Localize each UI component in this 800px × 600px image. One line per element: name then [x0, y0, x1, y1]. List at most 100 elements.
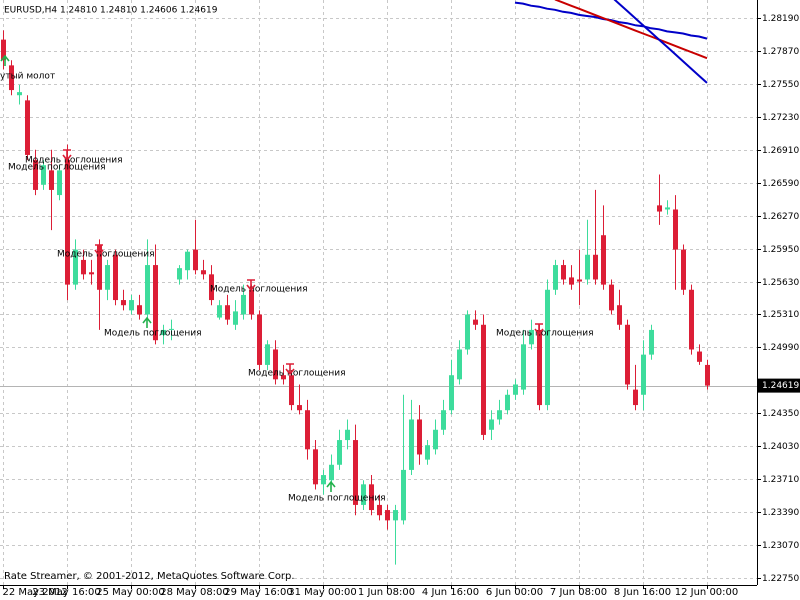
x-tick-label: 4 Jun 16:00	[422, 587, 479, 598]
candle-body	[649, 329, 654, 355]
candle-body	[169, 328, 174, 330]
candle-body	[97, 244, 102, 290]
candle-body	[41, 165, 46, 185]
candle-body	[569, 277, 574, 285]
last-price-label: 1.24619	[762, 381, 799, 391]
candle-body	[89, 272, 94, 275]
buy-arrow	[326, 480, 336, 492]
buy-arrow	[142, 316, 152, 328]
candle-body	[185, 251, 190, 271]
candle-body	[457, 349, 462, 380]
y-tick-label: 1.23070	[762, 541, 799, 551]
x-tick-label: 8 Jun 16:00	[614, 587, 671, 598]
candle-body	[289, 375, 294, 406]
candle-body	[681, 249, 686, 290]
candle-body	[17, 92, 22, 96]
sell-arrow	[246, 279, 256, 292]
sell-arrow	[94, 244, 104, 257]
candle-body	[129, 300, 134, 311]
y-tick-label: 1.26910	[762, 146, 799, 156]
candle-body	[497, 410, 502, 420]
candle-body	[369, 484, 374, 511]
candle-body	[57, 170, 62, 196]
candle-body	[609, 284, 614, 311]
last-price-box	[758, 378, 800, 393]
candle-body	[585, 254, 590, 280]
y-tick-label: 1.28190	[762, 14, 799, 24]
pattern-label: Модель поглощения	[288, 494, 386, 504]
y-tick-label: 1.24990	[762, 343, 799, 353]
y-tick-label: 1.25630	[762, 278, 799, 288]
x-tick-label: 1 Jun 08:00	[358, 587, 415, 598]
candle-body	[409, 419, 414, 470]
candle-body	[145, 265, 150, 315]
x-tick-label: 22 May 2012	[3, 587, 68, 598]
x-tick-label: 7 Jun 08:00	[550, 587, 607, 598]
candle-body	[561, 265, 566, 280]
y-tick-label: 1.27550	[762, 80, 799, 90]
indicator-line	[554, 0, 708, 60]
candle-body	[121, 300, 126, 306]
pattern-label: Модель поглощения	[248, 369, 346, 379]
y-tick-label: 1.23710	[762, 475, 799, 485]
y-tick-label: 1.26590	[762, 179, 799, 189]
candle-body	[593, 254, 598, 280]
candle-body	[481, 324, 486, 435]
x-tick-label: 12 Jun 00:00	[675, 587, 739, 598]
candle-body	[617, 305, 622, 325]
candle-body	[577, 279, 582, 282]
sell-arrow	[534, 323, 544, 336]
candle-body	[529, 329, 534, 345]
candle-body	[113, 254, 118, 301]
candle-body	[137, 305, 142, 315]
candle-body	[49, 170, 54, 190]
candle-body	[313, 449, 318, 485]
candle-body	[273, 349, 278, 380]
sell-arrow	[62, 149, 72, 162]
candle-body	[433, 429, 438, 450]
candle-body	[265, 344, 270, 365]
candle-body	[297, 405, 302, 411]
candle-body	[425, 445, 430, 460]
candle-body	[337, 440, 342, 465]
candle-body	[385, 510, 390, 521]
candle-body	[377, 504, 382, 516]
candle-body	[705, 364, 710, 386]
copyright: Rate Streamer, © 2001-2012, MetaQuotes S…	[4, 571, 295, 582]
candle-body	[441, 410, 446, 430]
candle-body	[305, 410, 310, 450]
candle-body	[33, 160, 38, 190]
candle-body	[257, 314, 262, 365]
pattern-label: Модель поглощения	[25, 156, 123, 166]
candle-body	[393, 510, 398, 521]
candle-body	[177, 268, 182, 280]
candle-body	[449, 375, 454, 411]
candle-body	[65, 160, 70, 285]
candle-body	[161, 329, 166, 336]
pattern-label: Модель поглощения	[104, 329, 202, 339]
candle-body	[625, 324, 630, 385]
pattern-label: Модель поглощения	[210, 285, 308, 295]
candle-body	[345, 429, 350, 441]
candle-body	[489, 419, 494, 430]
x-tick-label: 31 May 00:00	[288, 587, 357, 598]
candle-body	[225, 305, 230, 320]
candle-body	[361, 484, 366, 505]
y-tick-label: 1.27870	[762, 47, 799, 57]
candle-body	[25, 100, 30, 155]
y-tick-label: 1.25950	[762, 245, 799, 255]
candle-body	[249, 289, 254, 315]
indicator-line	[613, 0, 708, 84]
y-tick-label: 1.26270	[762, 212, 799, 222]
pattern-label: утый молот	[0, 72, 55, 82]
sell-arrow	[285, 363, 295, 376]
buy-arrow	[0, 54, 10, 66]
candle-body	[513, 384, 518, 395]
candle-body	[553, 265, 558, 290]
y-tick-label: 1.25310	[762, 310, 799, 320]
x-tick-label: 28 May 08:00	[160, 587, 229, 598]
pattern-label: Модель поглощения	[8, 163, 106, 173]
y-tick-label: 1.27230	[762, 113, 799, 123]
candle-body	[673, 209, 678, 250]
